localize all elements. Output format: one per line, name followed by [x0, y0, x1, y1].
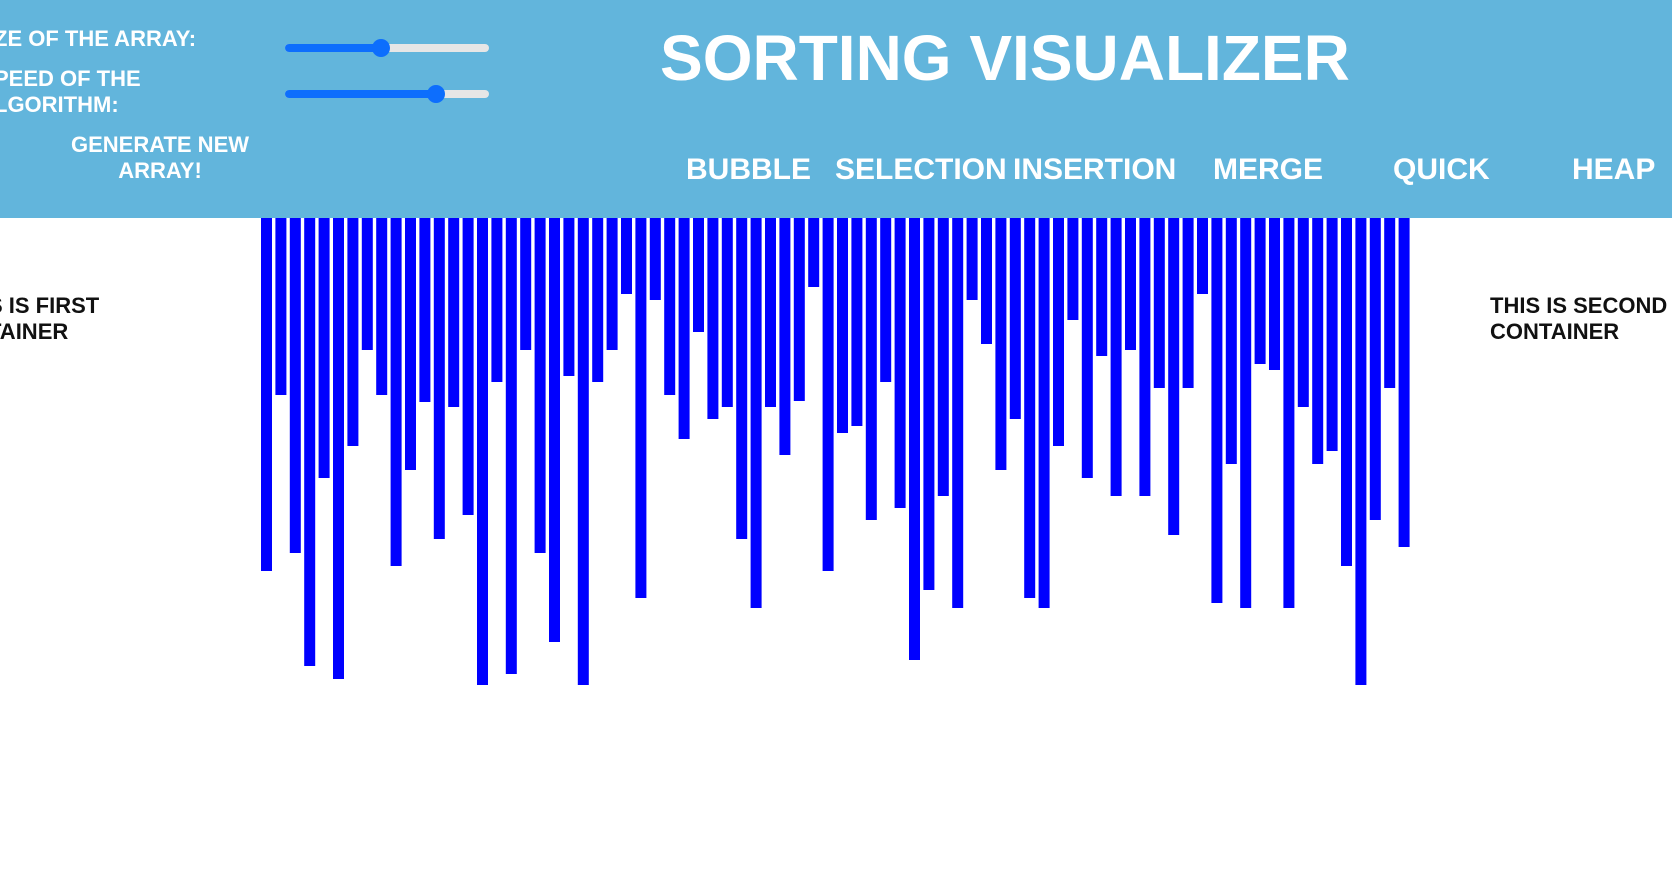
array-bar	[1024, 218, 1036, 598]
insertion-sort-button[interactable]: INSERTION	[1013, 153, 1177, 186]
array-bar	[361, 218, 373, 350]
array-bar	[1153, 218, 1165, 388]
array-bar	[1038, 218, 1050, 608]
algorithm-speed-slider[interactable]	[285, 81, 489, 107]
array-size-label: ZE OF THE ARRAY:	[0, 26, 197, 51]
array-bar	[1139, 218, 1151, 496]
array-bar	[635, 218, 647, 598]
array-bar	[952, 218, 964, 608]
array-bar	[779, 218, 791, 455]
array-bar	[1312, 218, 1324, 464]
array-bar	[750, 218, 762, 608]
selection-sort-button[interactable]: SELECTION	[835, 153, 1007, 186]
array-bar	[477, 218, 488, 685]
array-bar	[419, 218, 431, 402]
array-bar	[405, 218, 416, 470]
array-bar	[462, 218, 474, 515]
array-bar	[606, 218, 618, 350]
array-bar	[1297, 218, 1309, 407]
array-bar	[347, 218, 359, 446]
array-bar	[664, 218, 676, 395]
array-size-slider[interactable]	[285, 35, 489, 61]
array-bar	[520, 218, 532, 350]
array-bar	[923, 218, 935, 590]
array-bar	[1168, 218, 1180, 535]
array-bar	[304, 218, 316, 666]
array-bar	[894, 218, 906, 508]
header-bar: ZE OF THE ARRAY: PEED OF THE LGORITHM: G…	[0, 0, 1672, 218]
second-container-text: THIS IS SECOND CONTAINER	[1490, 293, 1668, 344]
array-bar	[808, 218, 820, 287]
array-bar	[1067, 218, 1079, 320]
array-bar	[261, 218, 272, 571]
quick-sort-button[interactable]: QUICK	[1393, 153, 1490, 186]
array-bar	[491, 218, 503, 382]
array-bar	[1355, 218, 1367, 685]
array-bar	[793, 218, 805, 401]
array-bar	[880, 218, 892, 382]
array-bar	[1096, 218, 1108, 356]
array-bar	[851, 218, 863, 426]
array-bar	[1240, 218, 1252, 608]
array-bar	[448, 218, 460, 407]
array-bar	[577, 218, 589, 685]
generate-new-array-button[interactable]: GENERATE NEW ARRAY!	[70, 132, 250, 183]
array-size-slider-fill	[285, 44, 381, 52]
array-bar	[1398, 218, 1410, 547]
array-bar	[649, 218, 661, 300]
array-bar	[621, 218, 632, 294]
array-bar	[678, 218, 690, 439]
array-bar	[1269, 218, 1280, 370]
array-bar	[333, 218, 344, 679]
array-bar	[376, 218, 388, 395]
array-bar	[721, 218, 733, 407]
array-bar	[1009, 218, 1021, 419]
array-bar	[865, 218, 877, 520]
array-bar	[1125, 218, 1136, 350]
array-bar	[1384, 218, 1396, 388]
algorithm-speed-slider-fill	[285, 90, 436, 98]
array-bar	[981, 218, 992, 344]
array-bar	[1326, 218, 1338, 451]
array-bar	[693, 218, 704, 332]
array-bar	[822, 218, 834, 571]
array-bar	[433, 218, 445, 539]
array-bar	[995, 218, 1007, 470]
page-title: SORTING VISUALIZER	[660, 22, 1350, 94]
array-bar	[1081, 218, 1093, 478]
array-bar	[1254, 218, 1266, 364]
array-size-slider-thumb[interactable]	[372, 39, 390, 57]
array-bar	[966, 218, 978, 300]
heap-sort-button[interactable]: HEAP	[1572, 153, 1656, 186]
array-bar	[707, 218, 719, 419]
array-bar	[1211, 218, 1223, 603]
array-bar	[289, 218, 301, 553]
array-bar	[1283, 218, 1295, 608]
algorithm-speed-slider-thumb[interactable]	[427, 85, 445, 103]
merge-sort-button[interactable]: MERGE	[1213, 153, 1324, 186]
array-bar	[1110, 218, 1122, 496]
array-bar	[1369, 218, 1381, 520]
array-bar	[837, 218, 848, 433]
array-bar	[1225, 218, 1237, 464]
array-bar	[1182, 218, 1194, 388]
array-bar	[275, 218, 287, 395]
array-bar	[1197, 218, 1208, 294]
array-bar	[390, 218, 402, 566]
array-bar	[505, 218, 517, 674]
array-bar	[1341, 218, 1352, 566]
array-bar	[909, 218, 920, 660]
array-bar	[563, 218, 575, 376]
array-bar	[549, 218, 560, 642]
array-bar	[765, 218, 776, 407]
array-bar	[736, 218, 748, 539]
array-bar	[592, 218, 604, 382]
array-bar	[1053, 218, 1064, 446]
array-bar	[318, 218, 330, 478]
bubble-sort-button[interactable]: BUBBLE	[686, 153, 811, 186]
first-container-text: S IS FIRST TAINER	[0, 293, 100, 344]
algorithm-speed-label: PEED OF THE LGORITHM:	[0, 66, 141, 117]
array-bar	[937, 218, 949, 496]
array-bar	[534, 218, 546, 553]
